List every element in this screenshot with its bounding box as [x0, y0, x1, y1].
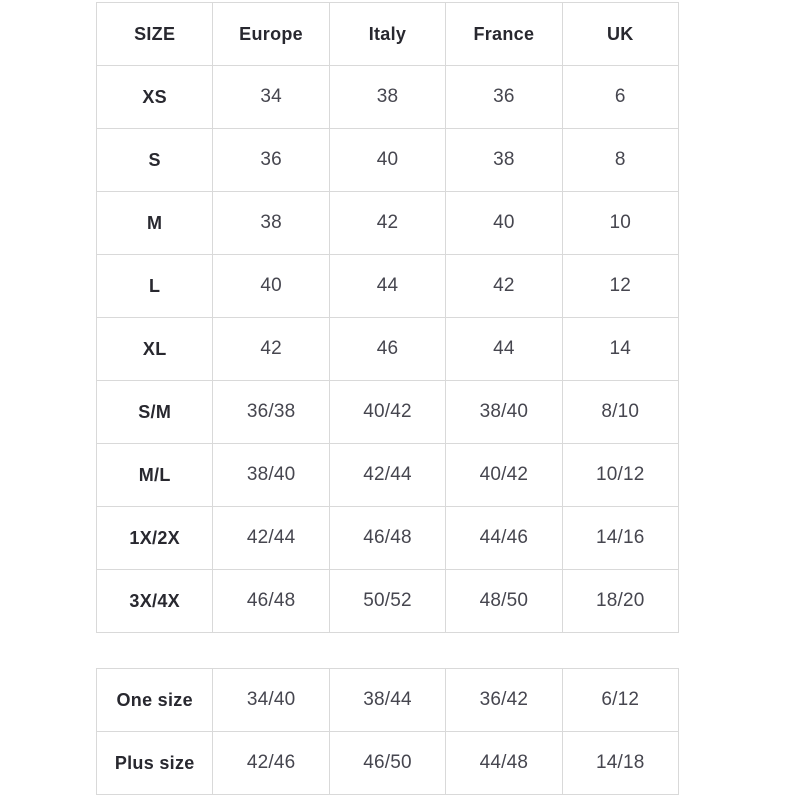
size-label-cell: XS [95, 65, 214, 129]
value-cell: 44 [445, 317, 563, 381]
header-cell-uk: UK [561, 2, 680, 66]
table-row-m: M 38 42 40 10 [95, 191, 680, 255]
value-cell: 38/40 [212, 443, 330, 507]
value-cell: 36 [212, 128, 330, 192]
value-cell: 10/12 [561, 443, 680, 507]
value-cell: 10 [561, 191, 680, 255]
table-row-1x-2x: 1X/2X 42/44 46/48 44/46 14/16 [95, 506, 680, 570]
value-cell: 42 [445, 254, 563, 318]
value-cell: 48/50 [445, 569, 563, 633]
header-cell-france: France [445, 2, 563, 66]
value-cell: 50/52 [328, 569, 447, 633]
value-cell: 40 [328, 128, 447, 192]
value-cell: 42 [212, 317, 330, 381]
value-cell: 42/44 [328, 443, 447, 507]
value-cell: 6/12 [561, 668, 680, 732]
header-row: SIZE Europe Italy France UK [95, 2, 680, 66]
value-cell: 46/50 [328, 731, 447, 795]
value-cell: 38 [445, 128, 563, 192]
table-row-l: L 40 44 42 12 [95, 254, 680, 318]
value-cell: 38/40 [445, 380, 563, 444]
value-cell: 36 [445, 65, 563, 129]
value-cell: 34/40 [212, 668, 330, 732]
size-label-cell: M [95, 191, 214, 255]
table-row-xs: XS 34 38 36 6 [95, 65, 680, 129]
table-row-3x-4x: 3X/4X 46/48 50/52 48/50 18/20 [95, 569, 680, 633]
value-cell: 46 [328, 317, 447, 381]
value-cell: 8 [561, 128, 680, 192]
size-label-cell: One size [95, 668, 214, 732]
value-cell: 36/42 [445, 668, 563, 732]
one-size-plus-size-table: One size 34/40 38/44 36/42 6/12 Plus siz… [95, 668, 680, 795]
size-label-cell: XL [95, 317, 214, 381]
value-cell: 42 [328, 191, 447, 255]
value-cell: 46/48 [212, 569, 330, 633]
value-cell: 40/42 [445, 443, 563, 507]
size-label-cell: 3X/4X [95, 569, 214, 633]
value-cell: 18/20 [561, 569, 680, 633]
header-cell-size: SIZE [95, 2, 214, 66]
value-cell: 36/38 [212, 380, 330, 444]
value-cell: 40 [445, 191, 563, 255]
table-row-plus-size: Plus size 42/46 46/50 44/48 14/18 [95, 731, 680, 795]
value-cell: 44/48 [445, 731, 563, 795]
header-cell-italy: Italy [328, 2, 447, 66]
table-row-xl: XL 42 46 44 14 [95, 317, 680, 381]
size-label-cell: S/M [95, 380, 214, 444]
value-cell: 40 [212, 254, 330, 318]
value-cell: 38 [328, 65, 447, 129]
value-cell: 40/42 [328, 380, 447, 444]
header-cell-europe: Europe [212, 2, 330, 66]
value-cell: 14/18 [561, 731, 680, 795]
table-row-one-size: One size 34/40 38/44 36/42 6/12 [95, 668, 680, 732]
value-cell: 44/46 [445, 506, 563, 570]
size-label-cell: L [95, 254, 214, 318]
value-cell: 12 [561, 254, 680, 318]
value-cell: 8/10 [561, 380, 680, 444]
size-label-cell: 1X/2X [95, 506, 214, 570]
table-row-s: S 36 40 38 8 [95, 128, 680, 192]
value-cell: 14 [561, 317, 680, 381]
size-label-cell: Plus size [95, 731, 214, 795]
value-cell: 14/16 [561, 506, 680, 570]
value-cell: 42/44 [212, 506, 330, 570]
value-cell: 44 [328, 254, 447, 318]
value-cell: 46/48 [328, 506, 447, 570]
table-row-m-l: M/L 38/40 42/44 40/42 10/12 [95, 443, 680, 507]
size-conversion-table: SIZE Europe Italy France UK XS 34 38 36 … [95, 2, 680, 633]
value-cell: 6 [561, 65, 680, 129]
value-cell: 42/46 [212, 731, 330, 795]
value-cell: 38/44 [328, 668, 447, 732]
value-cell: 38 [212, 191, 330, 255]
table-row-s-m: S/M 36/38 40/42 38/40 8/10 [95, 380, 680, 444]
size-label-cell: M/L [95, 443, 214, 507]
value-cell: 34 [212, 65, 330, 129]
size-label-cell: S [95, 128, 214, 192]
